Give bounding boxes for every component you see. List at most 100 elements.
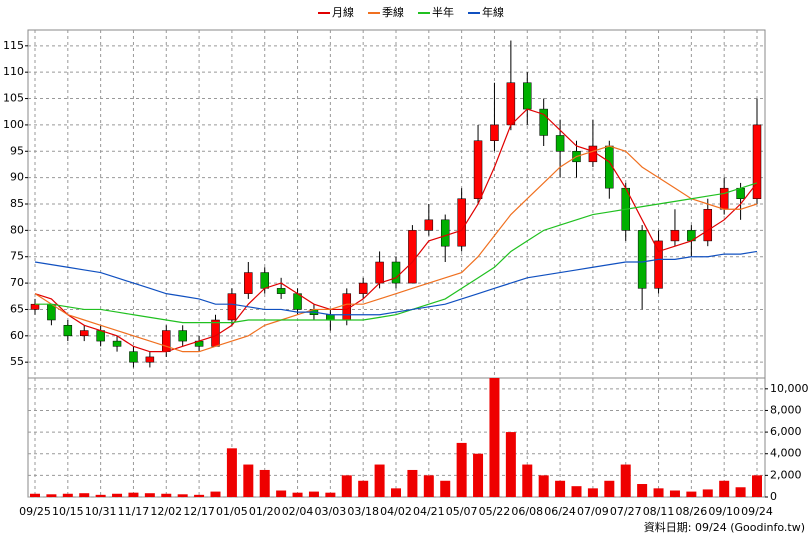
volume-bar — [669, 490, 680, 497]
x-tick-label: 04/02 — [380, 505, 412, 518]
x-tick-label: 01/20 — [249, 505, 281, 518]
volume-bar — [325, 492, 336, 497]
candle-body — [79, 330, 89, 337]
candle-body — [539, 108, 548, 136]
y-tick-label: 100 — [3, 118, 24, 131]
candle-body — [358, 282, 368, 294]
x-tick-label: 08/26 — [676, 505, 708, 518]
volume-panel — [27, 377, 766, 498]
candle-body — [342, 293, 352, 321]
volume-bar — [194, 494, 205, 497]
volume-bar — [259, 469, 270, 497]
candle-body — [408, 230, 417, 284]
candle-body — [162, 330, 171, 352]
candle-body — [260, 272, 269, 289]
y-tick-label: 80 — [10, 223, 24, 236]
candle-body — [555, 135, 565, 152]
candle-body — [178, 330, 187, 342]
x-tick-label: 09/25 — [19, 505, 51, 518]
x-tick-label: 06/24 — [544, 505, 576, 518]
volume-bar — [128, 492, 139, 497]
legend-label: 半年 — [432, 5, 454, 19]
candle-body — [96, 330, 105, 342]
candle-body — [375, 261, 384, 284]
ma-line — [34, 108, 758, 353]
candle-body — [523, 82, 532, 110]
x-tick-label: 10/31 — [85, 505, 117, 518]
x-tick-label: 09/10 — [708, 505, 740, 518]
x-tick-label: 10/15 — [52, 505, 84, 518]
ma-line — [35, 182, 758, 324]
volume-bar — [407, 469, 418, 497]
volume-bar — [210, 491, 221, 497]
volume-bar — [177, 494, 188, 497]
volume-bar — [505, 432, 516, 497]
volume-bar — [637, 484, 648, 497]
candle-body — [63, 325, 73, 337]
y-tick-label: 4,000 — [770, 447, 802, 460]
volume-bar — [276, 490, 287, 497]
volume-bar — [423, 475, 434, 497]
candle-body — [670, 230, 680, 242]
candle-body — [703, 209, 713, 242]
volume-bar — [374, 464, 385, 497]
y-tick-label: 2,000 — [770, 468, 802, 481]
candle-body — [112, 340, 122, 347]
volume-bar — [358, 480, 369, 497]
x-tick-label: 12/02 — [150, 505, 182, 518]
volume-bar — [538, 475, 549, 497]
candle-body — [211, 319, 220, 347]
legend-label: 季線 — [382, 5, 404, 19]
y-tick-label: 90 — [10, 171, 24, 184]
y-tick-label: 65 — [10, 302, 24, 315]
y-tick-label: 95 — [10, 144, 24, 157]
legend: 月線 季線 半年 年線 — [318, 5, 504, 19]
candle-body — [654, 240, 663, 289]
y-tick-label: 6,000 — [770, 425, 802, 438]
volume-bar — [522, 464, 533, 497]
ma-line — [34, 145, 758, 353]
x-tick-label: 06/08 — [511, 505, 543, 518]
volume-bar — [391, 488, 401, 497]
candle-body — [424, 219, 434, 231]
x-tick-label: 07/09 — [577, 505, 609, 518]
y-tick-label: 10,000 — [770, 382, 808, 395]
volume-bar — [308, 491, 319, 497]
x-tick-label: 08/11 — [643, 505, 675, 518]
volume-bar — [702, 489, 713, 497]
y-tick-label: 110 — [3, 65, 24, 78]
volume-bar — [604, 480, 615, 497]
footnote: 資料日期: 09/24 (Goodinfo.tw) — [644, 520, 805, 534]
volume-bar — [489, 378, 500, 497]
candle-body — [276, 288, 286, 294]
y-tick-label: 85 — [10, 197, 24, 210]
volume-bar — [46, 494, 57, 497]
volume-bar — [620, 464, 631, 497]
candle-body — [473, 140, 483, 199]
y-tick-label: 70 — [10, 276, 24, 289]
x-tick-label: 05/07 — [446, 505, 478, 518]
candle-body — [145, 356, 155, 363]
volume-bar — [571, 486, 582, 497]
x-tick-label: 03/18 — [347, 505, 379, 518]
candle-body — [326, 314, 335, 321]
candle-body — [637, 230, 647, 289]
candle-body — [30, 303, 40, 310]
x-tick-label: 04/21 — [413, 505, 445, 518]
volume-bar — [243, 464, 254, 497]
x-tick-label: 09/24 — [741, 505, 773, 518]
x-tick-label: 02/04 — [282, 505, 314, 518]
x-tick-label: 07/27 — [610, 505, 642, 518]
candle-body — [457, 198, 466, 247]
y-tick-label: 8,000 — [770, 403, 802, 416]
candle-body — [391, 261, 401, 284]
candle-body — [752, 124, 762, 199]
y-tick-label: 105 — [3, 92, 24, 105]
x-tick-label: 01/05 — [216, 505, 248, 518]
volume-bar — [473, 453, 484, 497]
ma-line — [34, 250, 758, 316]
volume-bar — [686, 491, 697, 497]
y-tick-label: 0 — [770, 490, 777, 503]
volume-bar — [112, 493, 123, 497]
